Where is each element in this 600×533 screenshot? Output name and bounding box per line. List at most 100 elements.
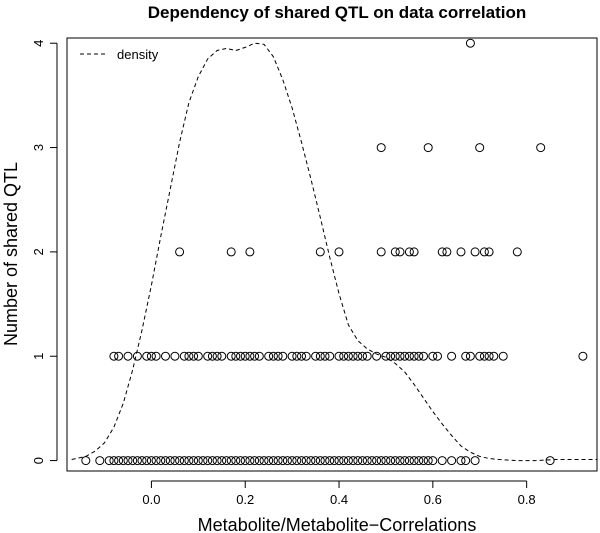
legend: density (80, 47, 159, 62)
data-point (175, 247, 185, 257)
data-point (479, 351, 489, 361)
data-point (428, 351, 438, 361)
data-point (95, 456, 105, 466)
data-point (489, 351, 499, 361)
data-point (404, 456, 414, 466)
data-point (325, 456, 335, 466)
data-point (193, 456, 203, 466)
data-point (409, 351, 419, 361)
data-point (203, 456, 213, 466)
data-point (273, 456, 283, 466)
data-point (390, 351, 400, 361)
data-point (217, 456, 227, 466)
y-tick-label: 2 (31, 248, 46, 255)
data-point (268, 456, 278, 466)
data-point (353, 351, 363, 361)
data-point (259, 456, 269, 466)
data-point (456, 456, 466, 466)
data-point (320, 351, 330, 361)
data-point (189, 456, 199, 466)
data-point (142, 456, 152, 466)
data-point (250, 456, 260, 466)
data-point (132, 351, 142, 361)
data-point (381, 351, 391, 361)
data-point (231, 351, 241, 361)
data-point (419, 351, 428, 361)
data-point (461, 456, 471, 466)
data-point (179, 456, 189, 466)
data-point (212, 351, 222, 361)
data-point (545, 456, 555, 466)
data-point (231, 456, 241, 466)
data-point (146, 351, 156, 361)
data-point (306, 456, 316, 466)
data-point (151, 351, 161, 361)
data-point (475, 351, 485, 361)
data-point (287, 456, 297, 466)
data-point (358, 351, 367, 361)
data-point (207, 456, 217, 466)
data-point (236, 351, 245, 361)
data-point (343, 456, 353, 466)
legend-label-density: density (117, 47, 159, 62)
data-point (297, 456, 306, 466)
data-point (400, 351, 410, 361)
data-point (250, 351, 260, 361)
data-point (254, 351, 264, 361)
data-point (404, 351, 414, 361)
data-point (123, 456, 133, 466)
data-point (461, 351, 471, 361)
data-point (362, 456, 372, 466)
data-point (165, 456, 175, 466)
data-point (189, 351, 199, 361)
data-point (456, 247, 466, 257)
data-point (114, 351, 124, 361)
plot-frame (66, 37, 598, 472)
data-point (109, 456, 119, 466)
data-point (203, 351, 213, 361)
y-tick-label: 3 (31, 144, 46, 151)
data-point (428, 456, 438, 466)
data-point (273, 351, 283, 361)
data-point (301, 456, 311, 466)
data-point (156, 456, 166, 466)
data-point (512, 247, 522, 257)
data-point (146, 456, 156, 466)
data-points (81, 38, 588, 466)
data-point (226, 247, 236, 257)
data-point (372, 456, 382, 466)
data-point (395, 456, 405, 466)
data-point (465, 351, 475, 361)
x-tick-label: 0.4 (330, 492, 348, 507)
data-point (447, 351, 457, 361)
data-point (381, 456, 391, 466)
y-axis: 0 1 2 3 4 (31, 40, 58, 464)
data-point (109, 351, 119, 361)
data-point (376, 143, 386, 153)
x-tick-label: 0.0 (142, 492, 160, 507)
data-point (376, 247, 386, 257)
data-point (470, 456, 480, 466)
data-point (484, 247, 494, 257)
data-point (390, 456, 400, 466)
data-point (287, 351, 297, 361)
data-point (175, 456, 185, 466)
data-point (386, 456, 396, 466)
data-point (498, 351, 508, 361)
data-point (484, 351, 494, 361)
data-point (423, 143, 433, 153)
data-point (217, 351, 227, 361)
data-point (334, 247, 344, 257)
data-point (395, 247, 405, 257)
data-point (198, 456, 208, 466)
data-point (386, 351, 396, 361)
data-point (161, 456, 170, 466)
data-point (297, 351, 306, 361)
data-point (465, 38, 475, 48)
data-point (118, 456, 128, 466)
data-point (254, 456, 264, 466)
data-point (207, 351, 217, 361)
data-point (315, 247, 325, 257)
data-point (245, 456, 255, 466)
